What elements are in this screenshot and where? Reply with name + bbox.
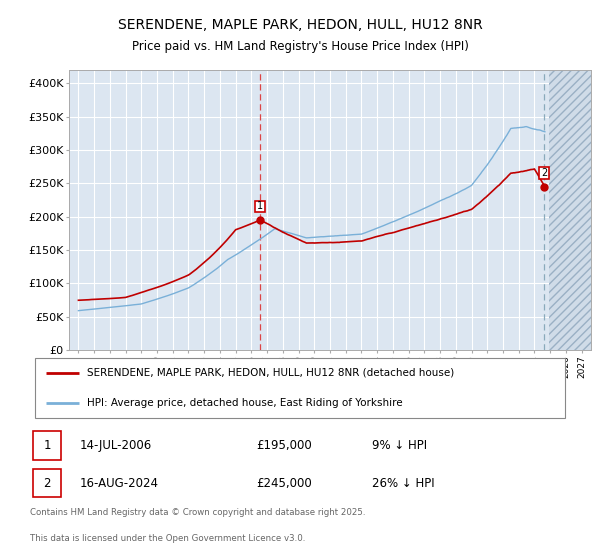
Text: 1: 1 xyxy=(257,202,263,211)
Text: SERENDENE, MAPLE PARK, HEDON, HULL, HU12 8NR (detached house): SERENDENE, MAPLE PARK, HEDON, HULL, HU12… xyxy=(88,368,455,378)
Text: 9% ↓ HPI: 9% ↓ HPI xyxy=(372,438,427,452)
Text: 16-AUG-2024: 16-AUG-2024 xyxy=(80,477,158,489)
Text: Price paid vs. HM Land Registry's House Price Index (HPI): Price paid vs. HM Land Registry's House … xyxy=(131,40,469,53)
FancyBboxPatch shape xyxy=(255,200,265,212)
Text: Contains HM Land Registry data © Crown copyright and database right 2025.: Contains HM Land Registry data © Crown c… xyxy=(30,508,365,517)
Text: This data is licensed under the Open Government Licence v3.0.: This data is licensed under the Open Gov… xyxy=(30,534,305,543)
Text: £195,000: £195,000 xyxy=(256,438,312,452)
Polygon shape xyxy=(548,70,591,350)
Text: 2: 2 xyxy=(541,168,547,178)
Text: 1: 1 xyxy=(43,438,51,452)
Text: HPI: Average price, detached house, East Riding of Yorkshire: HPI: Average price, detached house, East… xyxy=(88,398,403,408)
FancyBboxPatch shape xyxy=(33,469,61,497)
Text: £245,000: £245,000 xyxy=(256,477,312,489)
FancyBboxPatch shape xyxy=(539,167,549,179)
Text: 26% ↓ HPI: 26% ↓ HPI xyxy=(372,477,435,489)
Text: 2: 2 xyxy=(43,477,51,489)
FancyBboxPatch shape xyxy=(35,358,565,418)
Text: 14-JUL-2006: 14-JUL-2006 xyxy=(80,438,152,452)
FancyBboxPatch shape xyxy=(33,431,61,460)
Text: SERENDENE, MAPLE PARK, HEDON, HULL, HU12 8NR: SERENDENE, MAPLE PARK, HEDON, HULL, HU12… xyxy=(118,18,482,32)
